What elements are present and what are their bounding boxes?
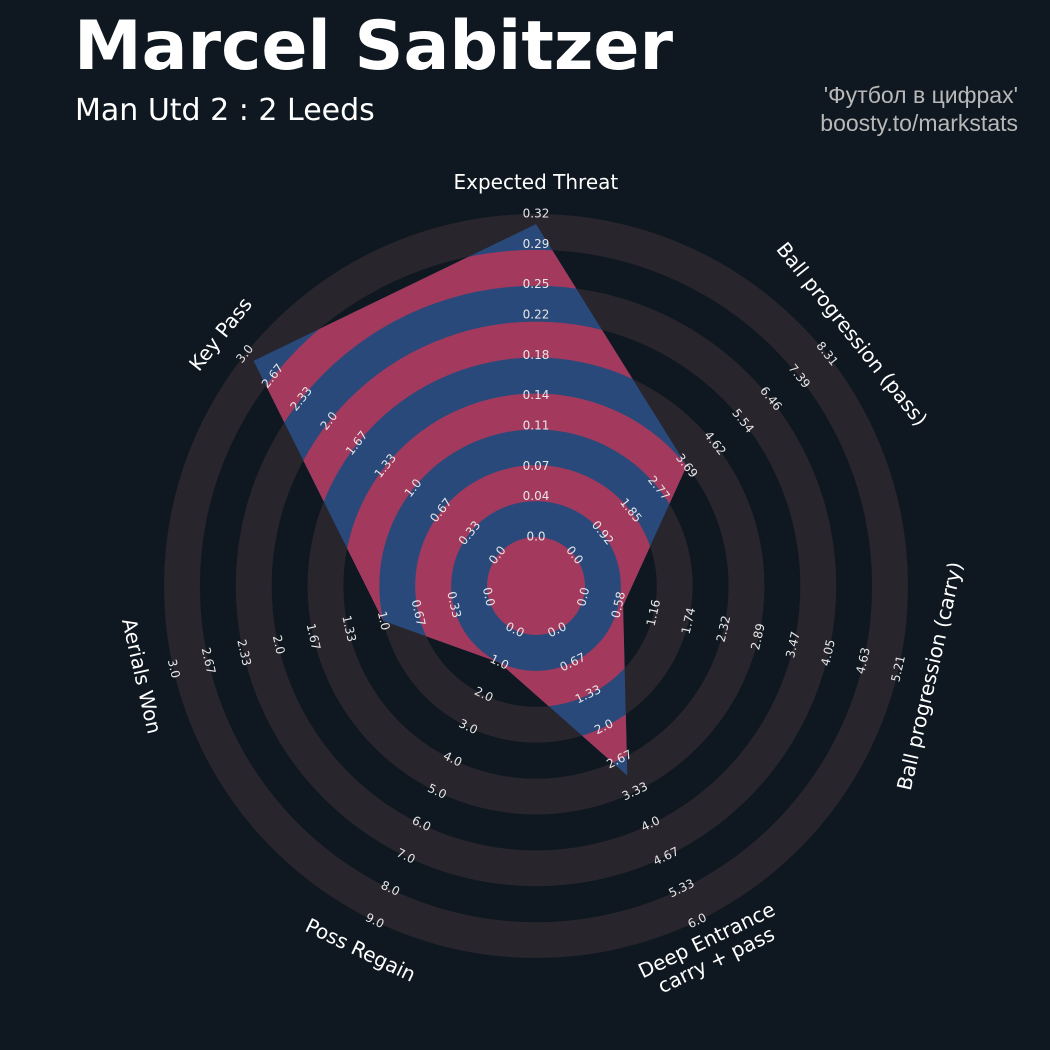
tick-label: 0.0 bbox=[526, 530, 545, 544]
tick-label: 0.58 bbox=[609, 590, 629, 619]
tick-label: 2.32 bbox=[714, 614, 734, 643]
tick-label: 2.89 bbox=[748, 622, 768, 651]
tick-label: 5.21 bbox=[888, 654, 908, 683]
credit: boosty.to/markstats bbox=[820, 110, 1018, 136]
tick-label: 0.14 bbox=[523, 388, 550, 402]
tick-label: 0.11 bbox=[523, 418, 550, 432]
highlight-rings bbox=[253, 249, 687, 776]
tick-label: 4.05 bbox=[818, 638, 838, 667]
tick-label: 3.47 bbox=[783, 630, 803, 659]
tick-label: 1.33 bbox=[339, 614, 359, 643]
tick-label: 1.67 bbox=[304, 622, 324, 651]
tick-label: 0.18 bbox=[523, 348, 550, 362]
tick-label: 0.04 bbox=[523, 489, 550, 503]
highlight-disk bbox=[487, 537, 585, 635]
tick-label: 4.63 bbox=[853, 646, 873, 675]
tick-label: 1.0 bbox=[375, 610, 393, 632]
tick-label: 2.0 bbox=[270, 634, 288, 656]
credit: 'Футбол в цифрах' bbox=[823, 82, 1018, 108]
tick-label: 0.0 bbox=[574, 586, 592, 608]
tick-label: 1.74 bbox=[679, 606, 699, 635]
axis-label: Expected Threat bbox=[453, 170, 619, 194]
tick-label: 0.0 bbox=[480, 586, 498, 608]
tick-label: 0.22 bbox=[523, 307, 550, 321]
chart-subtitle: Man Utd 2 : 2 Leeds bbox=[75, 93, 375, 128]
tick-label: 0.67 bbox=[409, 598, 429, 627]
chart-title: Marcel Sabitzer bbox=[74, 7, 674, 86]
tick-label: 0.33 bbox=[444, 590, 464, 619]
tick-label: 0.29 bbox=[523, 237, 550, 251]
tick-label: 0.07 bbox=[523, 459, 550, 473]
highlight-ring bbox=[415, 465, 657, 707]
tick-label: 3.0 bbox=[165, 658, 183, 680]
tick-label: 2.67 bbox=[199, 646, 219, 675]
tick-label: 2.33 bbox=[234, 638, 254, 667]
tick-label: 0.32 bbox=[523, 207, 550, 221]
tick-label: 1.16 bbox=[644, 598, 664, 627]
tick-label: 0.25 bbox=[523, 277, 550, 291]
